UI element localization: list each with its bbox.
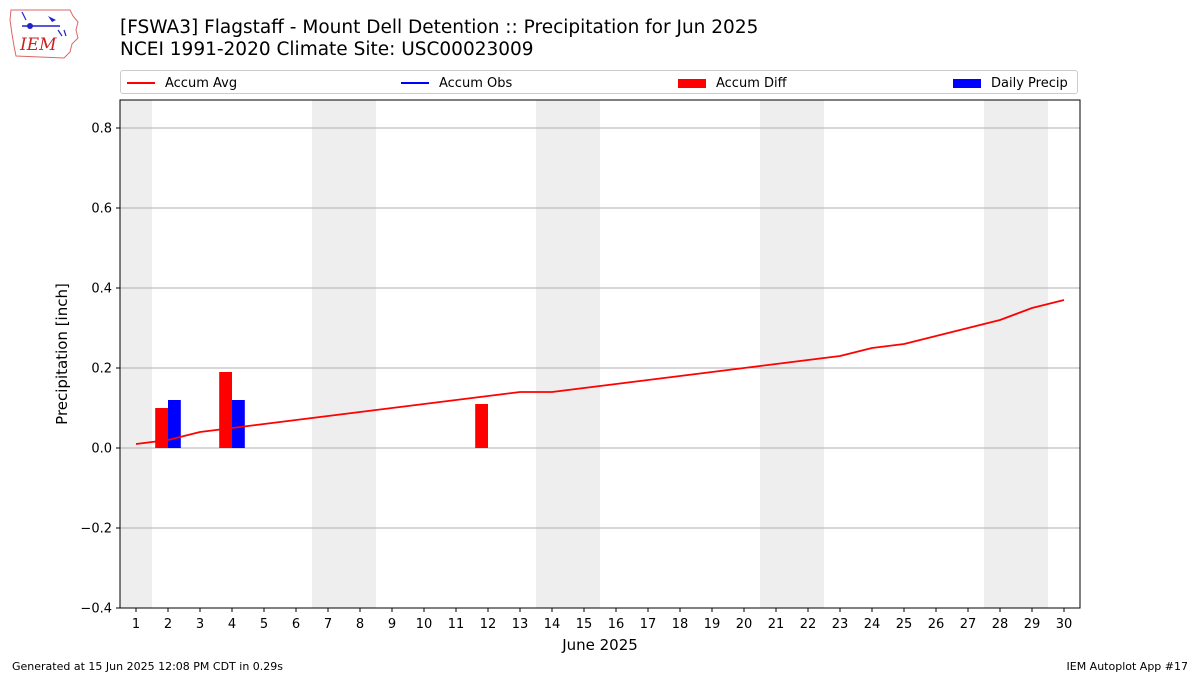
legend-swatch-accum-avg <box>127 82 155 84</box>
y-tick-label-4: 0.4 <box>91 282 112 297</box>
x-tick-label-28: 29 <box>1024 617 1041 632</box>
legend-item-accum-obs: Accum Obs <box>401 74 512 92</box>
legend-label-accum-avg: Accum Avg <box>165 75 238 91</box>
x-tick-label-11: 12 <box>480 617 497 632</box>
x-tick-label-24: 25 <box>896 617 913 632</box>
x-tick-label-18: 19 <box>704 617 721 632</box>
x-tick-label-29: 30 <box>1056 617 1073 632</box>
daily-precip-bar-0 <box>168 400 181 448</box>
weekend-band-0 <box>120 100 152 608</box>
legend-item-daily-precip: Daily Precip <box>953 74 1068 92</box>
footer-generated: Generated at 15 Jun 2025 12:08 PM CDT in… <box>12 660 284 673</box>
x-tick-label-21: 22 <box>800 617 817 632</box>
y-tick-label-1: −0.2 <box>80 522 112 537</box>
x-axis-label: June 2025 <box>561 636 638 654</box>
y-tick-label-6: 0.8 <box>91 122 112 137</box>
logo-text: IEM <box>19 35 57 55</box>
x-tick-label-15: 16 <box>608 617 625 632</box>
x-tick-label-7: 8 <box>356 617 364 632</box>
y-axis: −0.4 −0.2 0.0 0.2 0.4 0.6 0.8 <box>80 122 120 617</box>
daily-precip-bar-1 <box>232 400 245 448</box>
x-tick-label-2: 3 <box>196 617 204 632</box>
legend-label-daily-precip: Daily Precip <box>991 75 1068 91</box>
y-tick-label-5: 0.6 <box>91 202 112 217</box>
x-tick-label-27: 28 <box>992 617 1009 632</box>
x-tick-label-5: 6 <box>292 617 300 632</box>
x-axis: 1 2 3 4 5 6 7 8 9 10 11 12 13 14 15 16 17 18 19 20 21 22 23 24 2… <box>132 608 1072 632</box>
lines-layer <box>135 299 1065 445</box>
accum-diff-bar-2 <box>475 404 488 448</box>
x-tick-label-14: 15 <box>576 617 593 632</box>
legend-swatch-daily-precip <box>953 78 981 88</box>
weekend-bands <box>120 100 1048 608</box>
y-axis-label: Precipitation [inch] <box>53 283 71 425</box>
weekend-band-3 <box>760 100 824 608</box>
legend-label-accum-diff: Accum Diff <box>716 75 787 91</box>
footer-app-id: IEM Autoplot App #17 <box>1066 660 1189 673</box>
legend: Accum Avg Accum Obs Accum Diff Daily Pre… <box>120 70 1078 94</box>
y-tick-label-0: −0.4 <box>80 602 112 617</box>
x-tick-label-10: 11 <box>448 617 465 632</box>
plot-frame <box>119 99 1081 609</box>
y-gridlines <box>120 127 1080 609</box>
weekend-band-1 <box>312 100 376 608</box>
weekend-band-2 <box>536 100 600 608</box>
iowa-state-outline-icon <box>9 9 79 59</box>
x-tick-label-23: 24 <box>864 617 881 632</box>
legend-swatch-accum-obs <box>401 82 429 84</box>
y-tick-label-2: 0.0 <box>91 442 112 457</box>
accum-avg-line <box>135 299 1065 445</box>
x-tick-label-26: 27 <box>960 617 977 632</box>
x-tick-label-17: 18 <box>672 617 689 632</box>
x-tick-label-8: 9 <box>388 617 396 632</box>
y-tick-label-3: 0.2 <box>91 362 112 377</box>
x-tick-label-16: 17 <box>640 617 657 632</box>
chart-subtitle: NCEI 1991-2020 Climate Site: USC00023009 <box>120 39 534 60</box>
x-tick-label-4: 5 <box>260 617 268 632</box>
x-tick-label-6: 7 <box>324 617 332 632</box>
accum-diff-bar-0 <box>155 408 168 448</box>
legend-label-accum-obs: Accum Obs <box>439 75 513 91</box>
legend-item-accum-diff: Accum Diff <box>678 74 787 92</box>
legend-swatch-accum-diff <box>678 78 706 88</box>
x-tick-label-9: 10 <box>416 617 433 632</box>
x-tick-label-13: 14 <box>544 617 561 632</box>
x-tick-label-22: 23 <box>832 617 849 632</box>
bars-layer <box>155 372 488 448</box>
x-tick-label-3: 4 <box>228 617 236 632</box>
x-tick-label-0: 1 <box>132 617 140 632</box>
x-tick-label-1: 2 <box>164 617 172 632</box>
weekend-band-4 <box>984 100 1048 608</box>
legend-item-accum-avg: Accum Avg <box>127 74 237 92</box>
accum-diff-bar-1 <box>219 372 232 448</box>
x-tick-label-19: 20 <box>736 617 753 632</box>
x-tick-label-25: 26 <box>928 617 945 632</box>
x-tick-label-20: 21 <box>768 617 785 632</box>
x-tick-label-12: 13 <box>512 617 529 632</box>
iem-logo: IEM <box>9 9 79 59</box>
chart-title: [FSWA3] Flagstaff - Mount Dell Detention… <box>120 17 759 38</box>
